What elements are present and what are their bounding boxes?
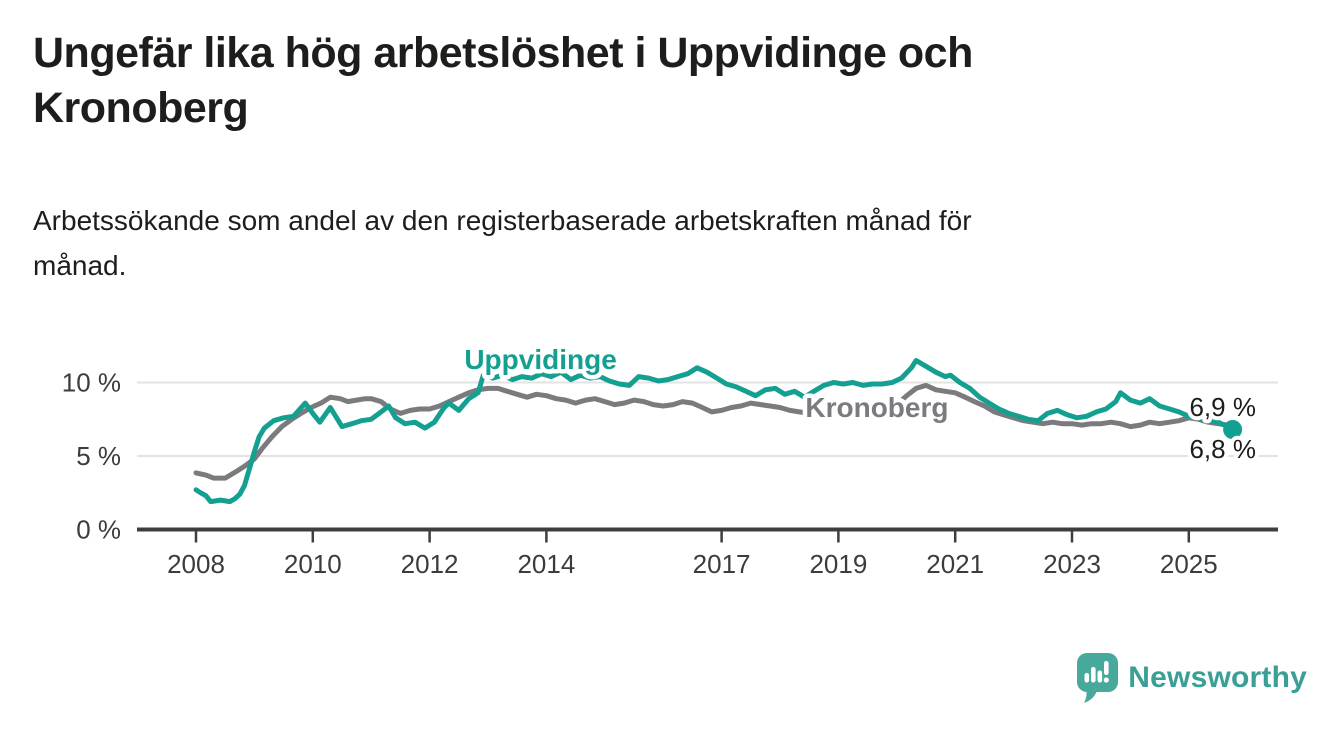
newsworthy-logo: Newsworthy [1076,650,1307,706]
series-label-uppvidinge: Uppvidinge [464,344,616,375]
series-end-dot-uppvidinge [1223,420,1243,440]
series-line-kronoberg [193,382,1236,481]
value-label-69: 6,9 % [1189,392,1256,422]
chart-area: 2008 2010 2012 2014 2017 2019 2021 2023 2025 0 % 5… [0,330,1340,600]
x-tick-label-2021: 2021 [926,549,984,579]
chart-subtitle-line-2: månad. [33,250,127,282]
x-tick-label-2012: 2012 [401,549,459,579]
page-title: Ungefär lika hög arbetslöshet i Uppvidin… [33,26,1213,135]
x-tick-label-2010: 2010 [284,549,342,579]
page-title-line-2: Kronoberg [33,83,249,132]
page-title-line-1: Ungefär lika hög arbetslöshet i Uppvidin… [33,29,973,77]
y-tick-label-10: 10 % [62,368,121,398]
chart-subtitle: Arbetssökande som andel av den registerb… [33,198,1273,289]
logo-exclamation-bar [1104,661,1109,675]
series-line-uppvidinge [193,358,1236,505]
x-tick-label-2025: 2025 [1160,549,1218,579]
y-tick-label-0: 0 % [76,515,121,545]
x-tick-label-2008: 2008 [167,549,225,579]
series-label-kronoberg: Kronoberg [805,392,948,423]
x-tick-label-2017: 2017 [693,549,751,579]
logo-exclamation-dot [1103,677,1110,683]
newsworthy-logo-icon [1077,653,1119,703]
logo-bar-3 [1097,670,1103,683]
newsworthy-brand-text: Newsworthy [1128,661,1307,694]
x-tick-label-2019: 2019 [809,549,867,579]
chart-header: Ungefär lika hög arbetslöshet i Uppvidin… [33,26,1213,135]
value-label-68: 6,8 % [1189,434,1256,464]
logo-bar-2 [1091,667,1096,683]
logo-bar-1 [1084,673,1090,683]
x-tick-label-2014: 2014 [517,549,575,579]
chart-canvas: 2008 2010 2012 2014 2017 2019 2021 2023 2025 0 % 5… [62,339,1278,579]
chart-subtitle-line-1: Arbetssökande som andel av den registerb… [33,205,972,236]
y-tick-label-5: 5 % [76,441,121,471]
x-tick-label-2023: 2023 [1043,549,1101,579]
